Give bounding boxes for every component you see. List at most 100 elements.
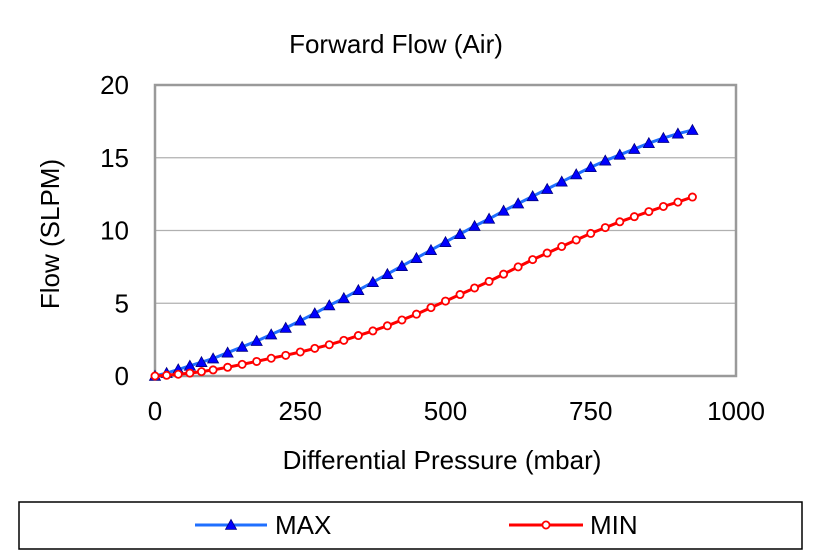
data-point-max	[195, 355, 208, 367]
data-point-min	[615, 217, 625, 227]
data-point-max	[468, 219, 481, 231]
data-point-min	[411, 309, 421, 319]
y-axis-title: Flow (SLPM)	[35, 159, 65, 309]
data-point-min	[673, 197, 683, 207]
y-tick-label: 5	[115, 288, 129, 318]
data-point-min	[644, 207, 654, 217]
series-layer	[148, 123, 699, 381]
legend-box	[18, 501, 803, 550]
data-point-max	[453, 227, 467, 239]
data-point-min	[499, 269, 509, 279]
data-point-min	[629, 212, 639, 222]
data-point-min	[150, 371, 160, 381]
data-point-max	[323, 299, 336, 311]
data-point-max	[424, 243, 438, 255]
x-tick-label: 1000	[707, 396, 765, 426]
data-point-max	[628, 142, 641, 154]
legend-marker	[541, 520, 551, 530]
data-point-min	[571, 235, 581, 245]
plot-area-frame	[153, 83, 738, 378]
data-point-max	[570, 168, 583, 180]
data-point-max	[308, 307, 321, 319]
data-point-min	[324, 340, 334, 350]
data-point-min	[252, 356, 262, 366]
data-point-min	[185, 368, 195, 378]
data-point-max	[337, 291, 351, 303]
legend-label-max: MAX	[275, 510, 331, 540]
data-point-max	[599, 154, 612, 166]
data-point-min	[586, 228, 596, 238]
x-tick-label: 500	[424, 396, 467, 426]
data-point-min	[237, 359, 247, 369]
data-point-max	[235, 340, 249, 352]
data-point-max	[206, 352, 220, 364]
data-point-max	[526, 189, 539, 202]
data-point-min	[208, 365, 218, 375]
x-tick-label: 250	[279, 396, 322, 426]
data-point-min	[353, 331, 363, 341]
data-point-max	[352, 283, 365, 295]
data-point-min	[397, 315, 407, 325]
data-point-max	[511, 197, 525, 209]
series-line-max	[154, 128, 693, 378]
legend-swatch-min	[509, 520, 583, 530]
data-point-max	[555, 175, 568, 187]
data-point-max	[671, 127, 685, 139]
data-point-min	[470, 283, 480, 293]
data-point-max	[294, 314, 307, 326]
legend-marker	[224, 518, 238, 530]
series-max	[148, 123, 699, 381]
x-tick-label: 750	[569, 396, 612, 426]
data-point-min	[339, 335, 349, 345]
y-tick-label: 15	[100, 143, 129, 173]
data-point-min	[223, 362, 233, 372]
data-point-min	[310, 343, 320, 353]
data-point-min	[542, 248, 552, 258]
data-point-max	[613, 148, 626, 160]
data-point-min	[281, 350, 291, 360]
series-min	[150, 192, 697, 381]
legend-label-min: MIN	[590, 510, 638, 540]
y-tick-labels: 0 5 10 15 20	[100, 70, 129, 391]
data-point-max	[540, 182, 554, 194]
data-point-min	[455, 290, 465, 300]
data-point-min	[368, 326, 378, 336]
legend: MAX MIN	[18, 501, 803, 550]
data-point-max	[265, 328, 278, 340]
data-point-min	[528, 255, 538, 265]
data-point-max	[482, 212, 496, 224]
data-point-max	[410, 251, 423, 263]
data-point-min	[382, 321, 392, 331]
data-point-max	[381, 267, 394, 279]
data-point-max	[366, 275, 380, 287]
data-point-max	[221, 346, 234, 358]
data-point-min	[266, 353, 276, 363]
data-point-min	[426, 303, 436, 313]
data-point-min	[600, 223, 610, 233]
data-point-max	[250, 334, 263, 346]
data-point-min	[687, 192, 697, 202]
x-tick-label: 0	[148, 396, 162, 426]
legend-swatch-max	[195, 518, 267, 530]
data-point-max	[657, 131, 670, 143]
data-point-max	[439, 235, 452, 247]
data-point-min	[162, 370, 172, 380]
data-point-min	[557, 242, 567, 252]
data-point-max	[279, 321, 292, 333]
data-point-min	[173, 369, 183, 379]
data-point-min	[440, 296, 450, 306]
y-tick-label: 10	[100, 216, 129, 246]
data-point-min	[196, 367, 206, 377]
x-axis-title: Differential Pressure (mbar)	[283, 445, 602, 475]
data-point-min	[513, 262, 523, 272]
data-point-min	[658, 201, 668, 211]
data-point-max	[395, 259, 409, 271]
data-point-max	[584, 160, 597, 173]
chart-title: Forward Flow (Air)	[289, 29, 503, 59]
data-point-min	[484, 276, 494, 286]
gridlines	[155, 157, 736, 304]
data-point-min	[295, 347, 305, 357]
x-tick-labels: 0 250 500 750 1000	[148, 396, 765, 426]
data-point-max	[497, 204, 510, 216]
